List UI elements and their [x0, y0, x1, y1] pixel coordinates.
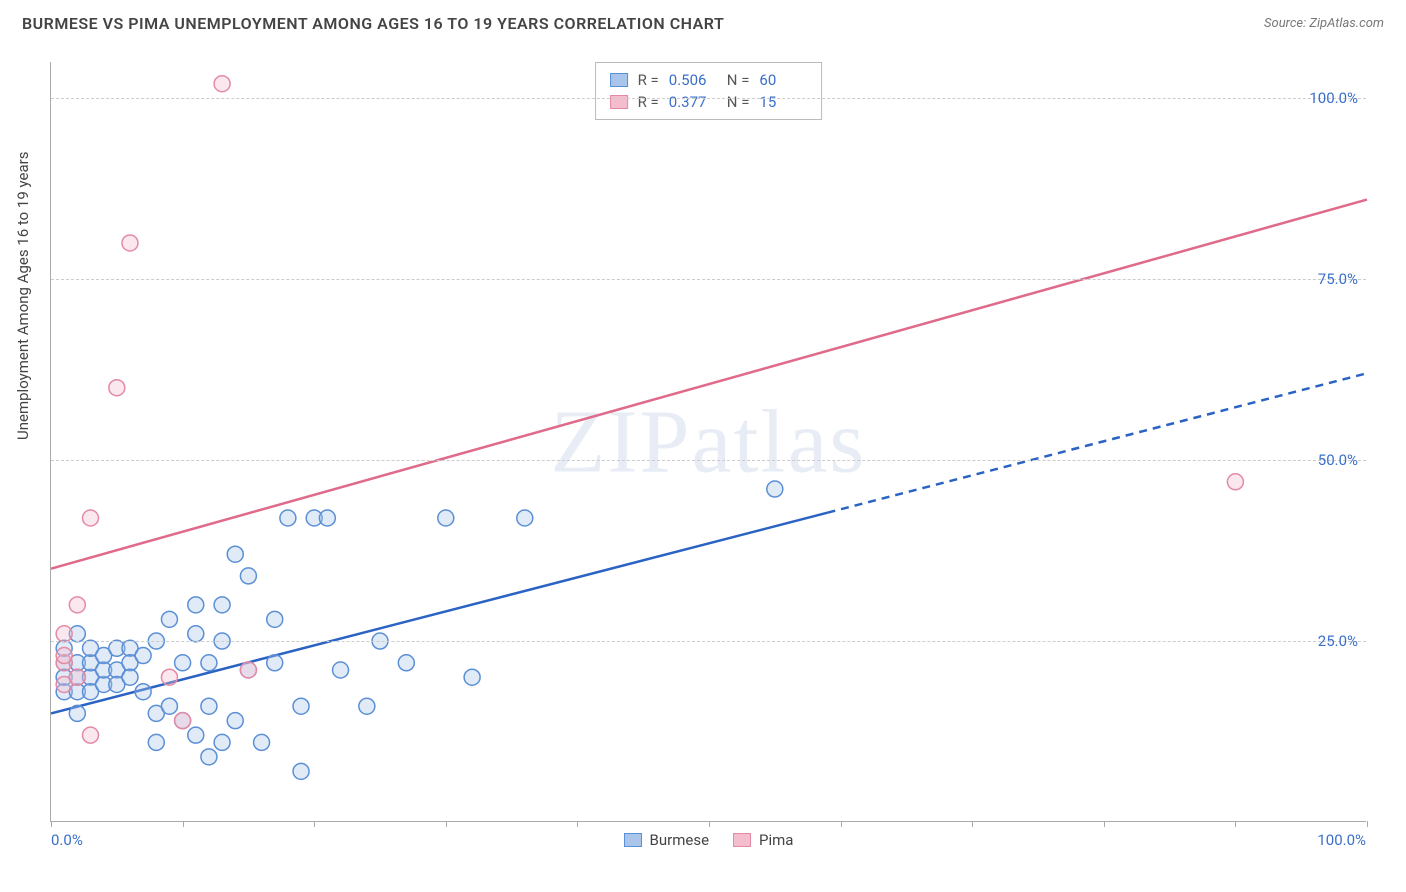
x-tick: [51, 821, 52, 827]
x-tick: [1104, 821, 1105, 827]
legend-item-pima: Pima: [733, 831, 793, 849]
y-tick-label: 50.0%: [1318, 451, 1358, 469]
y-tick-label: 25.0%: [1318, 632, 1358, 650]
x-tick: [577, 821, 578, 827]
x-tick: [314, 821, 315, 827]
legend-swatch-pima: [733, 833, 751, 847]
x-tick: [841, 821, 842, 827]
x-tick: [1235, 821, 1236, 827]
gridline-h: [51, 460, 1366, 461]
chart-title: BURMESE VS PIMA UNEMPLOYMENT AMONG AGES …: [22, 14, 724, 33]
x-tick: [446, 821, 447, 827]
y-tick-label: 100.0%: [1309, 89, 1358, 107]
chart-svg: [51, 62, 1366, 821]
legend-label-pima: Pima: [759, 831, 793, 849]
gridline-h: [51, 641, 1366, 642]
x-tick: [1367, 821, 1368, 827]
source-label: Source: ZipAtlas.com: [1264, 16, 1384, 31]
x-tick-label-end: 100.0%: [1317, 831, 1366, 849]
y-tick-label: 75.0%: [1318, 270, 1358, 288]
y-axis-title: Unemployment Among Ages 16 to 19 years: [14, 152, 32, 440]
bottom-legend: Burmese Pima: [624, 831, 794, 849]
legend-item-burmese: Burmese: [624, 831, 710, 849]
legend-swatch-burmese: [624, 833, 642, 847]
x-tick: [709, 821, 710, 827]
gridline-h: [51, 98, 1366, 99]
plot-area: ZIPatlas R = 0.506 N = 60 R = 0.377 N = …: [50, 62, 1366, 822]
x-tick-label-start: 0.0%: [51, 831, 83, 849]
x-tick: [972, 821, 973, 827]
x-tick: [183, 821, 184, 827]
gridline-h: [51, 279, 1366, 280]
legend-label-burmese: Burmese: [650, 831, 710, 849]
